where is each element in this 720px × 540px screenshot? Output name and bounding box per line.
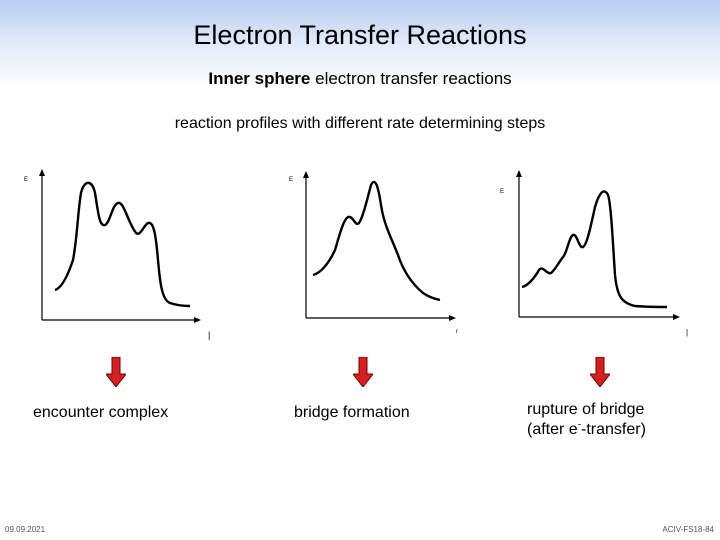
profile-plot-rupture-of-bridge: E | xyxy=(500,170,688,337)
y-axis-tick-label: E xyxy=(500,189,504,195)
reaction-profile-curve xyxy=(521,190,668,309)
footer-date: 09.09.2021 xyxy=(5,525,46,534)
label-rupture-of-bridge: rupture of bridge (after e--transfer) xyxy=(527,400,646,440)
x-axis-tick-label: | xyxy=(686,328,688,337)
x-axis-arrowhead xyxy=(673,314,680,320)
reaction-profile-curve xyxy=(54,181,191,308)
y-axis-arrowhead xyxy=(39,169,45,176)
y-axis-tick-label: E xyxy=(289,177,293,183)
slide-title: Electron Transfer Reactions xyxy=(193,20,527,50)
x-axis-tick-label: r xyxy=(456,329,458,335)
x-axis-tick-label: | xyxy=(208,330,210,340)
label-bridge-formation: bridge formation xyxy=(294,404,410,421)
down-arrow-icon xyxy=(590,357,610,387)
profile-plot-encounter-complex: E | xyxy=(24,169,210,340)
down-arrow-icon xyxy=(106,357,126,387)
slide-caption: reaction profiles with different rate de… xyxy=(174,115,546,132)
down-arrow-icon xyxy=(353,357,373,387)
subtitle-rest: electron transfer reactions xyxy=(310,69,512,88)
footer-code: ACIV-FS18-84 xyxy=(662,525,714,534)
reaction-profile-curve xyxy=(312,180,441,302)
label-line-1: rupture of bridge xyxy=(527,401,645,418)
subtitle-bold: Inner sphere xyxy=(208,69,311,88)
profile-plot-bridge-formation: E r xyxy=(289,171,458,335)
slide-subtitle: Inner sphere electron transfer reactions xyxy=(0,69,720,89)
y-axis-tick-label: E xyxy=(24,177,28,183)
x-axis-arrowhead xyxy=(449,315,456,321)
y-axis-arrowhead xyxy=(516,170,522,177)
label-encounter-complex: encounter complex xyxy=(33,404,169,421)
x-axis-arrowhead xyxy=(194,317,201,323)
y-axis-arrowhead xyxy=(303,171,309,178)
label-line-2: (after e--transfer) xyxy=(527,419,646,438)
